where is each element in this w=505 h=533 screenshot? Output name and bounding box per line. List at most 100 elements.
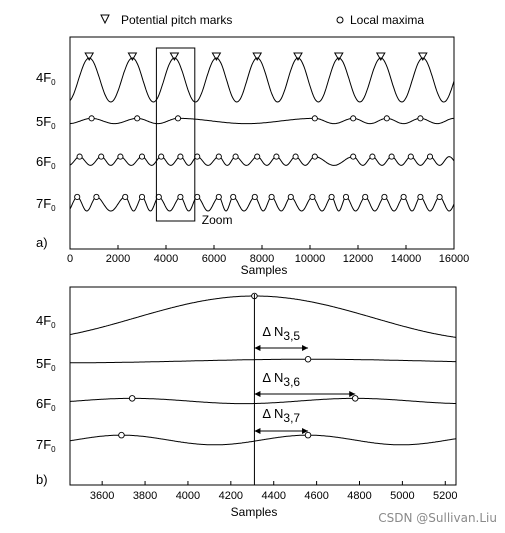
panel-b-series-line: [70, 358, 456, 364]
local-maximum-marker: [309, 193, 316, 201]
local-maximum-marker: [362, 193, 369, 201]
arrowhead-left-icon: [254, 391, 261, 397]
local-maximum-marker: [230, 193, 237, 201]
panel-b-tick-label: 3800: [133, 490, 157, 502]
local-maximum-marker: [215, 193, 222, 201]
local-maximum-marker: [194, 193, 201, 201]
series-label-5f0: 5F0: [36, 114, 56, 131]
delta-label: Δ N3,7: [262, 406, 300, 425]
panel-b-tick-label: 4400: [261, 490, 285, 502]
local-maximum-marker: [436, 193, 443, 201]
local-maximum-marker: [194, 153, 201, 160]
panel-a-series-labels: 4F0 5F0 6F0 7F0: [36, 70, 56, 213]
panel-b-series-line: [69, 434, 457, 446]
pitch-mark-marker: [417, 52, 428, 62]
panel-b-series-labels: 4F0 5F0 6F0 7F0: [36, 313, 56, 454]
panel-b-maximum-marker: [304, 431, 312, 439]
local-maximum-marker: [350, 153, 357, 160]
local-maximum-marker: [426, 153, 434, 160]
local-maximum-marker: [93, 193, 100, 201]
panel-b-markers: [118, 292, 359, 439]
delta-label: Δ N3,6: [262, 370, 300, 389]
local-maximum-marker: [292, 153, 299, 160]
arrowhead-right-icon: [302, 345, 309, 351]
local-maximum-marker: [400, 193, 407, 201]
local-maximum-marker: [311, 153, 318, 160]
panel-b-x-ticks: 3600 3800 4000 4200 4400 4600 4800 5000 5200: [90, 481, 458, 502]
local-maximum-marker: [232, 153, 239, 160]
panel-a-series-line: [69, 57, 455, 103]
local-maximum-marker: [287, 193, 294, 201]
panel-a-label: a): [36, 235, 48, 250]
panel-a-tick-label: 6000: [202, 253, 226, 265]
local-maximum-marker: [251, 193, 258, 201]
arrowhead-left-icon: [254, 428, 261, 434]
panel-a-tick-label: 8000: [250, 253, 274, 265]
local-maximum-marker: [388, 153, 395, 160]
local-maximum-marker: [177, 193, 184, 201]
local-maximum-marker: [383, 115, 390, 122]
local-maximum-marker: [117, 153, 124, 160]
panel-b-maximum-marker: [304, 355, 312, 363]
panel-a-series-line: [69, 156, 455, 166]
panel-b-tick-label: 5000: [390, 490, 414, 502]
legend: Potential pitch marks Local maxima: [100, 13, 424, 27]
panel-a-markers: [74, 52, 443, 201]
local-maximum-marker: [138, 193, 146, 201]
local-maximum-marker: [328, 193, 335, 201]
local-maximum-marker: [122, 193, 129, 201]
local-maximum-marker: [273, 153, 280, 160]
pitch-mark-marker: [169, 52, 180, 62]
pitch-mark-marker: [211, 52, 222, 62]
local-maximum-marker: [381, 193, 388, 201]
arrowhead-right-icon: [302, 428, 309, 434]
legend-triangle-icon: [100, 14, 110, 25]
delta-annotations: Δ N3,5 Δ N3,6 Δ N3,7: [254, 324, 356, 434]
local-maximum-marker: [369, 153, 376, 160]
panel-a-xlabel: Samples: [241, 263, 288, 277]
panel-b-tick-label: 5200: [433, 490, 457, 502]
watermark: CSDN @Sullivan.Liu: [378, 511, 497, 525]
panel-b-label: b): [36, 472, 48, 487]
pitch-mark-marker: [293, 52, 303, 62]
panel-b-maximum-marker: [118, 431, 125, 439]
local-maximum-marker: [74, 193, 81, 201]
panel-b-maximum-marker: [351, 395, 359, 402]
local-maximum-marker: [88, 115, 95, 122]
panel-b-tick-label: 4200: [219, 490, 243, 502]
local-maximum-marker: [215, 153, 222, 160]
panel-a-tick-label: 10000: [295, 253, 326, 265]
panel-b-maximum-marker: [128, 395, 136, 402]
local-maximum-marker: [158, 153, 165, 160]
panel-b-series-line: [69, 397, 456, 405]
zoom-box: [155, 47, 196, 222]
pitch-mark-marker: [333, 52, 344, 62]
local-maximum-marker: [342, 193, 350, 201]
local-maximum-marker: [407, 153, 414, 160]
local-maximum-marker: [177, 153, 184, 160]
local-maximum-marker: [417, 193, 424, 201]
local-maximum-marker: [76, 153, 83, 160]
arrowhead-right-icon: [349, 391, 356, 397]
local-maximum-marker: [138, 153, 146, 160]
pitch-mark-marker: [252, 52, 263, 62]
pitch-mark-marker: [127, 52, 138, 62]
b-series-label-4f0: 4F0: [36, 313, 56, 330]
local-maximum-marker: [254, 153, 261, 160]
local-maximum-marker: [98, 153, 105, 160]
panel-a-series-line: [69, 196, 455, 212]
panel-a-tick-label: 4000: [154, 253, 178, 265]
panel-a-tick-label: 16000: [439, 253, 470, 265]
panel-a-tick-label: 2000: [106, 253, 130, 265]
local-maximum-marker: [311, 115, 318, 122]
panel-a-series-line: [69, 117, 454, 125]
local-maximum-marker: [417, 115, 424, 122]
panel-b-tick-label: 4800: [347, 490, 371, 502]
local-maximum-marker: [134, 115, 141, 122]
legend-label-pitch-marks: Potential pitch marks: [121, 13, 232, 27]
b-series-label-7f0: 7F0: [36, 437, 56, 454]
panel-a-tick-label: 14000: [391, 253, 422, 265]
arrowhead-left-icon: [254, 345, 261, 351]
panel-b-tick-label: 4000: [176, 490, 200, 502]
